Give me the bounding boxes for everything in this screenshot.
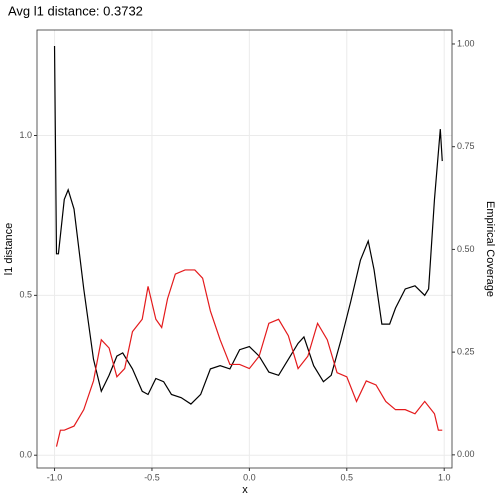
y-axis-title: l1 distance <box>3 223 15 276</box>
y2-tick-label: 1.00 <box>457 38 475 48</box>
y2-axis-title: Empirical Coverage <box>484 201 496 297</box>
y-tick-label: 0.5 <box>19 290 32 300</box>
y2-tick-label: 0.50 <box>457 244 475 254</box>
x-tick-label: 1.0 <box>438 472 451 482</box>
x-tick-label: -0.5 <box>144 472 160 482</box>
y2-tick-label: 0.25 <box>457 347 475 357</box>
y2-tick-label: 0.75 <box>457 141 475 151</box>
x-axis-title: x <box>242 484 248 496</box>
y-tick-label: 1.0 <box>19 130 32 140</box>
data-line <box>55 269 443 447</box>
x-tick-label: 0.0 <box>243 472 256 482</box>
panel-border <box>36 29 453 469</box>
data-line <box>53 45 443 405</box>
y2-tick-label: 0.00 <box>457 449 475 459</box>
x-tick-label: 0.5 <box>341 472 354 482</box>
y-tick-label: 0.0 <box>19 450 32 460</box>
x-tick-label: -1.0 <box>47 472 63 482</box>
chart-title: Avg l1 distance: 0.3732 <box>8 3 143 18</box>
